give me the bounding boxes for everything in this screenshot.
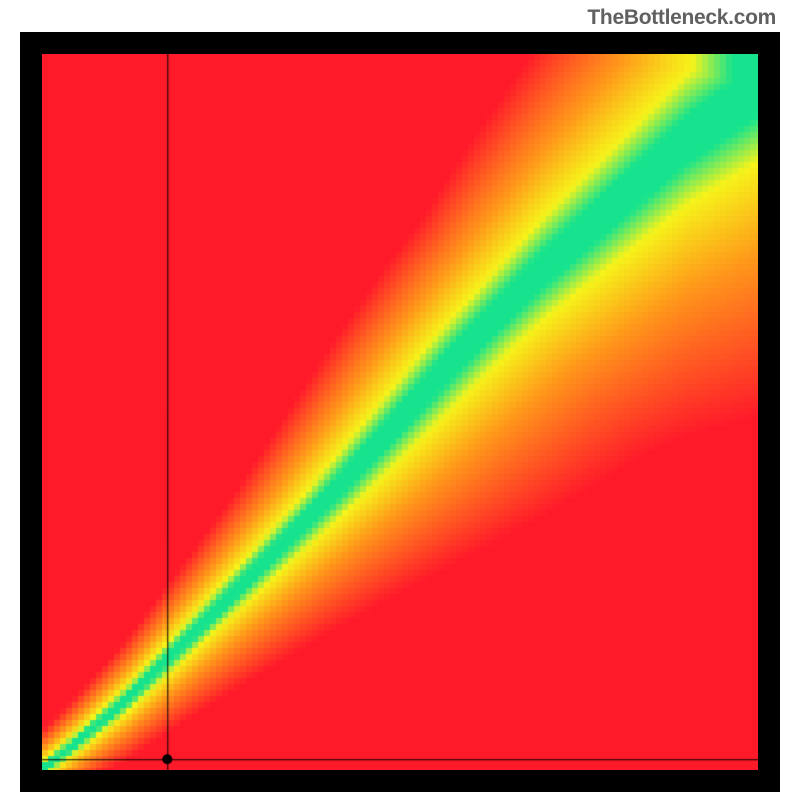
chart-frame <box>20 32 780 792</box>
heatmap-canvas <box>42 54 758 770</box>
chart-container: TheBottleneck.com <box>0 0 800 800</box>
watermark-label: TheBottleneck.com <box>587 6 776 30</box>
